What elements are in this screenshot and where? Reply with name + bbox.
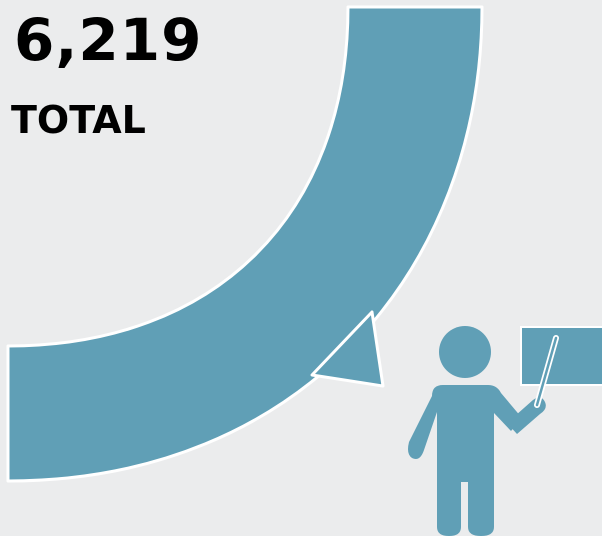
presenter-head [439,326,491,378]
speech-bubble-tail [310,310,385,388]
pointer-stick-core [535,336,558,407]
presenter-right-leg [468,476,494,536]
total-label: TOTAL [11,98,146,142]
presenter-torso [408,385,522,482]
presenter-left-leg [437,476,461,536]
person-presenting-icon [408,326,546,536]
quarter-arc-band [6,5,484,483]
presentation-board-icon [520,326,602,386]
total-value: 6,219 [14,6,203,74]
